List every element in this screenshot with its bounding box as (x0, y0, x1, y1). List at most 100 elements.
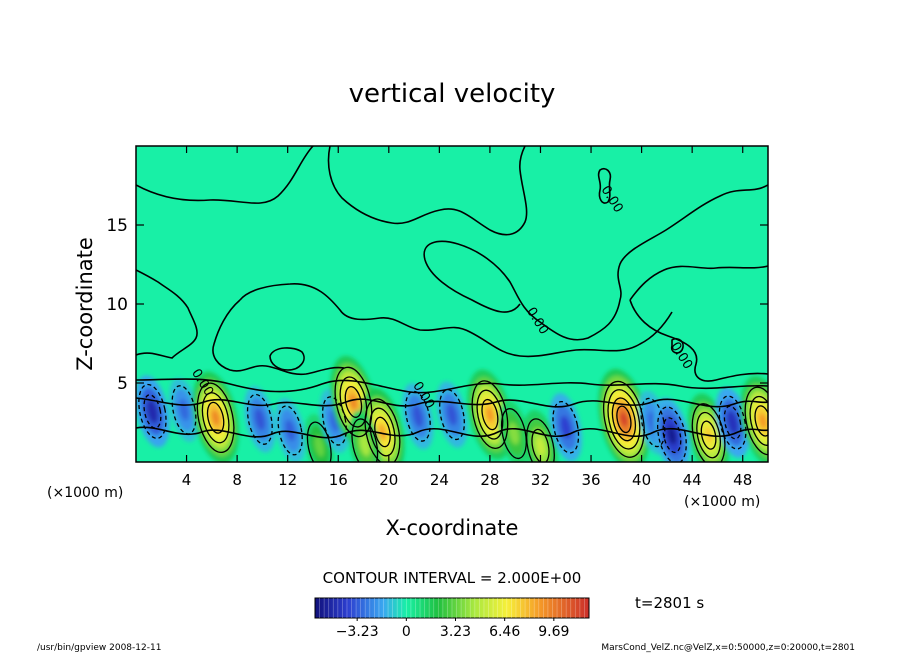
chart-title: vertical velocity (349, 79, 556, 109)
contour-ring (374, 416, 391, 448)
contour-line (136, 397, 768, 408)
contour-line (597, 167, 612, 204)
field-cell (536, 437, 545, 456)
contour-ring (334, 366, 373, 438)
footer-left: /usr/bin/gpview 2008-12-11 (37, 643, 161, 653)
contour-ring (607, 389, 641, 450)
contour-ring (246, 393, 273, 445)
contour-ring (481, 398, 499, 431)
contour-ring (369, 407, 396, 457)
y-tick-label: 10 (106, 295, 128, 315)
footer-right: MarsCond_VelZ.nc@VelZ,x=0:50000,z=0:2000… (601, 643, 855, 653)
x-tick-label: 24 (430, 471, 449, 489)
field-cell (285, 419, 296, 442)
colorbar-tick-label: 6.46 (489, 624, 520, 640)
contour-ring (696, 411, 722, 459)
field-cell (727, 410, 739, 435)
field-cell (349, 394, 358, 410)
contour-line (212, 299, 345, 376)
colour-field (136, 355, 768, 462)
x-tick-label: 44 (683, 471, 702, 489)
x-unit-left: (×1000 m) (47, 485, 123, 501)
field-cell (254, 408, 266, 431)
contour-line (239, 283, 673, 358)
contour-ring (656, 406, 687, 462)
field-cell (146, 399, 159, 424)
contour-ring (344, 385, 363, 418)
contour-ring (439, 389, 465, 441)
field-cell (486, 407, 494, 423)
contour-ring (526, 418, 555, 462)
contour-ring (196, 382, 235, 454)
contour-line (424, 259, 521, 313)
contour-ring (552, 400, 580, 454)
field-cell (412, 405, 424, 428)
y-axis-label: Z-coordinate (73, 237, 97, 371)
contour-line (136, 378, 768, 394)
field-cell (667, 425, 677, 445)
contour-ring (321, 396, 347, 446)
contour-ring (476, 389, 504, 440)
x-axis-label: X-coordinate (386, 516, 519, 540)
contour-ring (138, 383, 167, 440)
colorbar-ticks: −3.23 0 3.23 6.46 9.69 (336, 618, 569, 640)
x-tick-label: 48 (733, 471, 752, 489)
x-tick-label: 12 (278, 471, 297, 489)
contour-ring (616, 405, 632, 434)
time-label: t=2801 s (635, 594, 704, 612)
field-cell (211, 410, 220, 426)
colorbar-tick-label: −3.23 (336, 624, 379, 640)
contour-line (136, 269, 198, 359)
colorbar-stripes (319, 598, 585, 618)
field-cell (314, 435, 325, 457)
contour-ring (206, 401, 225, 434)
field-cell (560, 415, 572, 439)
contour-line (423, 184, 768, 341)
negative-contours (138, 383, 747, 462)
contour-ring (744, 386, 768, 456)
y-tick-label: 15 (106, 216, 128, 236)
contour-ring (723, 405, 742, 440)
field-cell (620, 412, 628, 427)
colorbar-tick-label: 0 (402, 624, 411, 640)
contour-ring (404, 390, 431, 442)
x-unit-right: (×1000 m) (684, 494, 760, 510)
x-tick-label: 16 (329, 471, 348, 489)
positive-contours (196, 366, 768, 462)
contour-ring (364, 398, 401, 462)
y-tick-label: 5 (117, 374, 128, 394)
contour-ring (277, 405, 303, 456)
colorbar (314, 597, 590, 619)
contour-ring (749, 395, 768, 446)
contour-ring (171, 385, 197, 435)
x-tick-label: 8 (232, 471, 242, 489)
contour-line (269, 347, 305, 371)
contour-interval-text: CONTOUR INTERVAL = 2.000E+00 (323, 569, 582, 587)
contour-ring (700, 420, 717, 450)
contour-ring (143, 394, 162, 429)
contour-ring (339, 376, 368, 428)
colorbar-tick-label: 9.69 (538, 624, 569, 640)
colorbar-tick-label: 3.23 (440, 624, 471, 640)
plot-area: 0.000.000.000.00 0.00 (136, 146, 768, 462)
x-tick-label: 32 (531, 471, 550, 489)
contour-line (136, 146, 314, 204)
x-tick-label: 40 (632, 471, 651, 489)
x-tick-label: 36 (581, 471, 600, 489)
contour-ring (718, 395, 747, 450)
contour-ring (531, 428, 550, 462)
contour-line (629, 299, 768, 382)
y-axis: 5 10 15 (106, 216, 768, 394)
contour-ring (500, 408, 527, 460)
contour-ring (201, 392, 230, 444)
field-cell (759, 413, 767, 429)
x-tick-label: 28 (480, 471, 499, 489)
contour-line (327, 146, 528, 236)
contour-line (629, 265, 768, 301)
x-tick-label: 4 (182, 471, 192, 489)
contour-ring (662, 417, 682, 454)
field-cell (378, 423, 387, 441)
contour-line (670, 337, 684, 354)
